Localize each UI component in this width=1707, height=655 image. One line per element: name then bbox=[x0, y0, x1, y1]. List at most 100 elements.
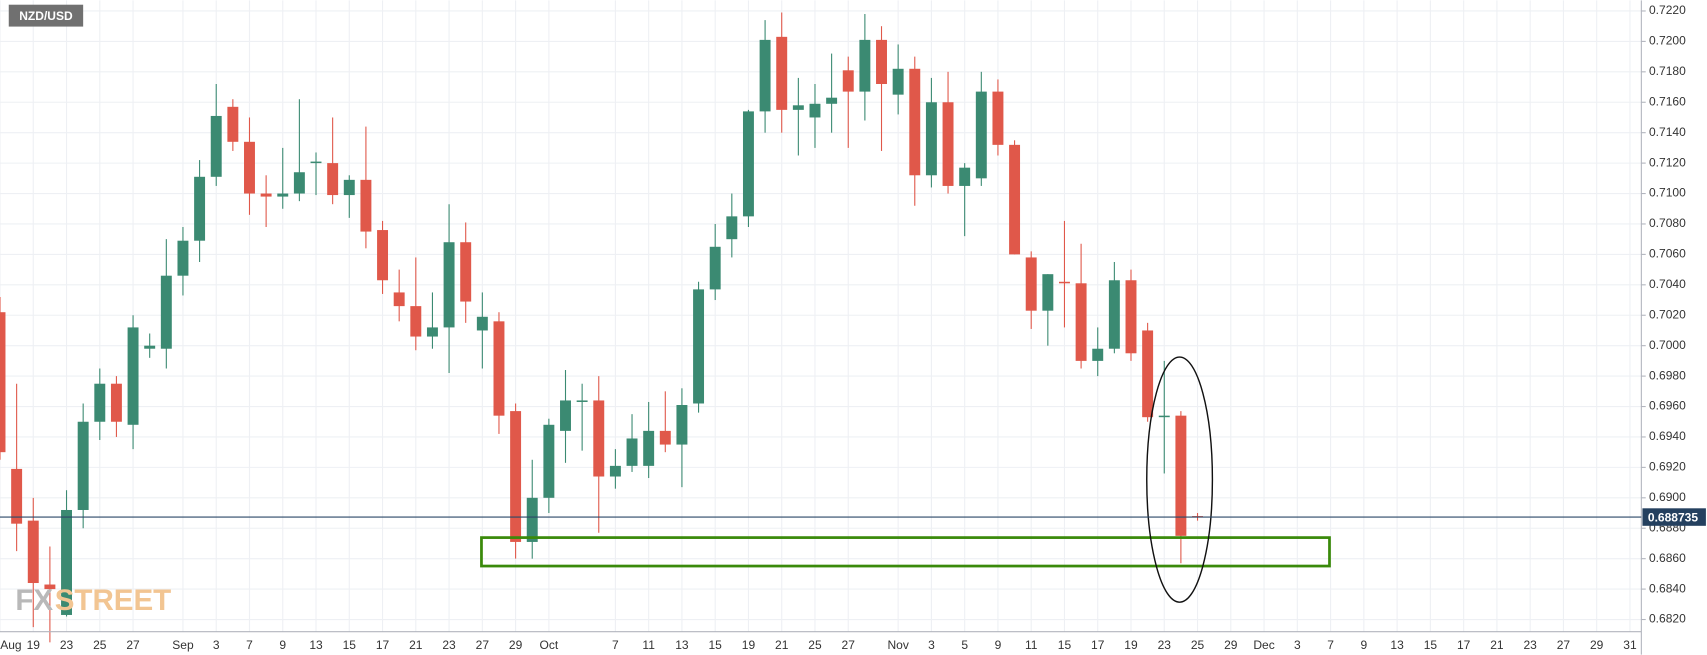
candle-body bbox=[1058, 281, 1070, 284]
x-tick-label: 27 bbox=[126, 638, 140, 652]
candle-body bbox=[327, 163, 339, 196]
last-price-box bbox=[1642, 508, 1706, 526]
y-tick-label: 0.6840 bbox=[1649, 581, 1686, 595]
candle-body bbox=[742, 111, 754, 217]
candle-body bbox=[11, 468, 23, 524]
candle-body bbox=[0, 312, 6, 453]
x-tick-label: Aug bbox=[0, 638, 21, 652]
candle-body bbox=[177, 240, 189, 276]
candle-body bbox=[61, 509, 73, 615]
candle-body bbox=[792, 105, 804, 110]
candle-body bbox=[460, 242, 472, 302]
candle-body bbox=[842, 70, 854, 92]
candle-body bbox=[876, 39, 887, 85]
x-tick-label: 15 bbox=[343, 638, 357, 652]
y-tick-label: 0.7220 bbox=[1649, 3, 1686, 17]
y-tick-label: 0.7180 bbox=[1649, 64, 1686, 78]
candle-body bbox=[959, 167, 971, 186]
x-tick-label: 13 bbox=[1390, 638, 1404, 652]
x-tick-label: 23 bbox=[60, 638, 74, 652]
x-tick-label: 31 bbox=[1623, 638, 1637, 652]
y-tick-label: 0.6900 bbox=[1649, 490, 1686, 504]
x-tick-label: 25 bbox=[93, 638, 107, 652]
x-tick-label: 13 bbox=[675, 638, 689, 652]
x-tick-label: 15 bbox=[709, 638, 723, 652]
candles bbox=[0, 12, 1203, 643]
candle-body bbox=[1042, 274, 1054, 311]
candle-body bbox=[343, 179, 355, 196]
x-tick-label: 15 bbox=[1424, 638, 1438, 652]
candle-body bbox=[110, 383, 122, 422]
candle-body bbox=[676, 405, 688, 445]
y-tick-label: 0.7080 bbox=[1649, 216, 1686, 230]
candle-body bbox=[144, 345, 156, 349]
candle-body bbox=[244, 141, 255, 194]
y-tick-label: 0.7020 bbox=[1649, 307, 1686, 321]
candle-body bbox=[27, 520, 39, 584]
x-tick-label: Dec bbox=[1253, 638, 1274, 652]
candle-body bbox=[543, 424, 555, 498]
candle-body bbox=[194, 176, 206, 241]
candle-body bbox=[560, 400, 571, 431]
y-tick-label: 0.7140 bbox=[1649, 125, 1686, 139]
candle-body bbox=[593, 400, 605, 477]
x-tick-label: 19 bbox=[742, 638, 756, 652]
x-tick-label: 17 bbox=[1457, 638, 1471, 652]
x-tick-label: 5 bbox=[961, 638, 968, 652]
candle-body bbox=[576, 400, 588, 402]
candle-body bbox=[426, 327, 438, 337]
x-tick-label: Sep bbox=[172, 638, 194, 652]
candle-body bbox=[526, 497, 538, 542]
candle-body bbox=[975, 91, 987, 179]
y-tick-label: 0.7160 bbox=[1649, 94, 1686, 108]
x-tick-label: 27 bbox=[842, 638, 856, 652]
y-tick-label: 0.6960 bbox=[1649, 399, 1686, 413]
candle-body bbox=[127, 327, 139, 425]
candle-body bbox=[277, 193, 289, 197]
candle-body bbox=[493, 321, 505, 416]
x-tick-label: 7 bbox=[612, 638, 619, 652]
candle-body bbox=[809, 103, 821, 118]
candle-body bbox=[393, 292, 405, 307]
y-tick-label: 0.6820 bbox=[1649, 612, 1686, 626]
y-tick-label: 0.7000 bbox=[1649, 338, 1686, 352]
x-tick-label: 11 bbox=[642, 638, 655, 652]
candle-body bbox=[77, 421, 89, 510]
y-tick-label: 0.7120 bbox=[1649, 155, 1686, 169]
x-tick-label: 9 bbox=[279, 638, 286, 652]
candle-body bbox=[310, 161, 322, 164]
candle-body bbox=[626, 438, 638, 466]
y-tick-label: 0.7200 bbox=[1649, 34, 1686, 48]
last-price-label: 0.688735 bbox=[1648, 510, 1698, 524]
x-tick-label: 29 bbox=[1224, 638, 1238, 652]
x-tick-label: 11 bbox=[1025, 638, 1038, 652]
candle-body bbox=[1175, 415, 1187, 536]
candle-body bbox=[227, 106, 239, 142]
x-tick-label: 23 bbox=[1158, 638, 1172, 652]
candle-body bbox=[1025, 257, 1037, 311]
x-tick-label: 13 bbox=[309, 638, 323, 652]
x-tick-label: 17 bbox=[1091, 638, 1105, 652]
candle-body bbox=[892, 68, 904, 95]
candle-body bbox=[210, 115, 222, 177]
y-tick-label: 0.6980 bbox=[1649, 368, 1686, 382]
candle-body bbox=[260, 193, 272, 197]
candle-body bbox=[659, 430, 671, 445]
x-tick-label: 27 bbox=[1557, 638, 1571, 652]
candle-body bbox=[443, 242, 455, 328]
x-tick-label: 15 bbox=[1058, 638, 1072, 652]
candle-body bbox=[1142, 330, 1154, 418]
watermark-street: STREET bbox=[55, 584, 172, 617]
x-tick-label: 3 bbox=[213, 638, 220, 652]
candle-body bbox=[776, 36, 788, 110]
candle-body bbox=[992, 91, 1004, 145]
x-tick-label: 25 bbox=[1191, 638, 1205, 652]
x-tick-label: 23 bbox=[1523, 638, 1537, 652]
x-tick-label: 3 bbox=[1294, 638, 1301, 652]
x-tick-label: 21 bbox=[1490, 638, 1504, 652]
candle-body bbox=[759, 39, 771, 112]
candle-body bbox=[1092, 348, 1104, 361]
candle-body bbox=[377, 230, 389, 281]
candle-body bbox=[160, 275, 172, 349]
